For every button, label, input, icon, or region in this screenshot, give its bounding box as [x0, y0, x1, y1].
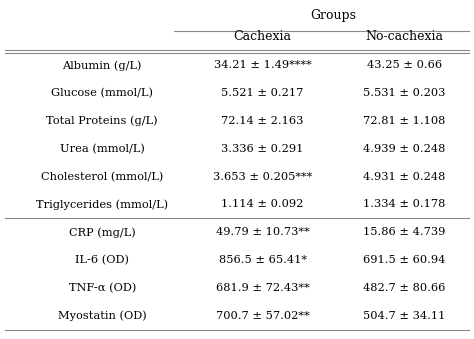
- Text: 1.114 ± 0.092: 1.114 ± 0.092: [221, 199, 304, 210]
- Text: No-cachexia: No-cachexia: [365, 30, 443, 43]
- Text: Cachexia: Cachexia: [234, 30, 292, 43]
- Text: 3.336 ± 0.291: 3.336 ± 0.291: [221, 144, 304, 154]
- Text: 4.939 ± 0.248: 4.939 ± 0.248: [363, 144, 446, 154]
- Text: 482.7 ± 80.66: 482.7 ± 80.66: [363, 283, 446, 293]
- Text: 3.653 ± 0.205***: 3.653 ± 0.205***: [213, 172, 312, 182]
- Text: Albumin (g/L): Albumin (g/L): [63, 60, 142, 71]
- Text: 681.9 ± 72.43**: 681.9 ± 72.43**: [216, 283, 310, 293]
- Text: Urea (mmol/L): Urea (mmol/L): [60, 144, 145, 154]
- Text: 43.25 ± 0.66: 43.25 ± 0.66: [367, 60, 442, 71]
- Text: 49.79 ± 10.73**: 49.79 ± 10.73**: [216, 227, 310, 237]
- Text: Cholesterol (mmol/L): Cholesterol (mmol/L): [41, 172, 164, 182]
- Text: 5.521 ± 0.217: 5.521 ± 0.217: [221, 88, 304, 98]
- Text: 1.334 ± 0.178: 1.334 ± 0.178: [363, 199, 446, 210]
- Text: 72.81 ± 1.108: 72.81 ± 1.108: [363, 116, 446, 126]
- Text: 691.5 ± 60.94: 691.5 ± 60.94: [363, 255, 446, 265]
- Text: Triglycerides (mmol/L): Triglycerides (mmol/L): [36, 199, 168, 210]
- Text: 504.7 ± 34.11: 504.7 ± 34.11: [363, 311, 446, 321]
- Text: IL-6 (OD): IL-6 (OD): [75, 255, 129, 265]
- Text: 4.931 ± 0.248: 4.931 ± 0.248: [363, 172, 446, 182]
- Text: 856.5 ± 65.41*: 856.5 ± 65.41*: [219, 255, 307, 265]
- Text: Total Proteins (g/L): Total Proteins (g/L): [46, 116, 158, 126]
- Text: 34.21 ± 1.49****: 34.21 ± 1.49****: [214, 60, 311, 71]
- Text: 700.7 ± 57.02**: 700.7 ± 57.02**: [216, 311, 310, 321]
- Text: 15.86 ± 4.739: 15.86 ± 4.739: [363, 227, 446, 237]
- Text: Glucose (mmol/L): Glucose (mmol/L): [51, 88, 153, 98]
- Text: TNF-α (OD): TNF-α (OD): [69, 283, 136, 293]
- Text: 5.531 ± 0.203: 5.531 ± 0.203: [363, 88, 446, 98]
- Text: 72.14 ± 2.163: 72.14 ± 2.163: [221, 116, 304, 126]
- Text: Groups: Groups: [310, 8, 356, 21]
- Text: CRP (mg/L): CRP (mg/L): [69, 227, 136, 238]
- Text: Myostatin (OD): Myostatin (OD): [58, 311, 146, 321]
